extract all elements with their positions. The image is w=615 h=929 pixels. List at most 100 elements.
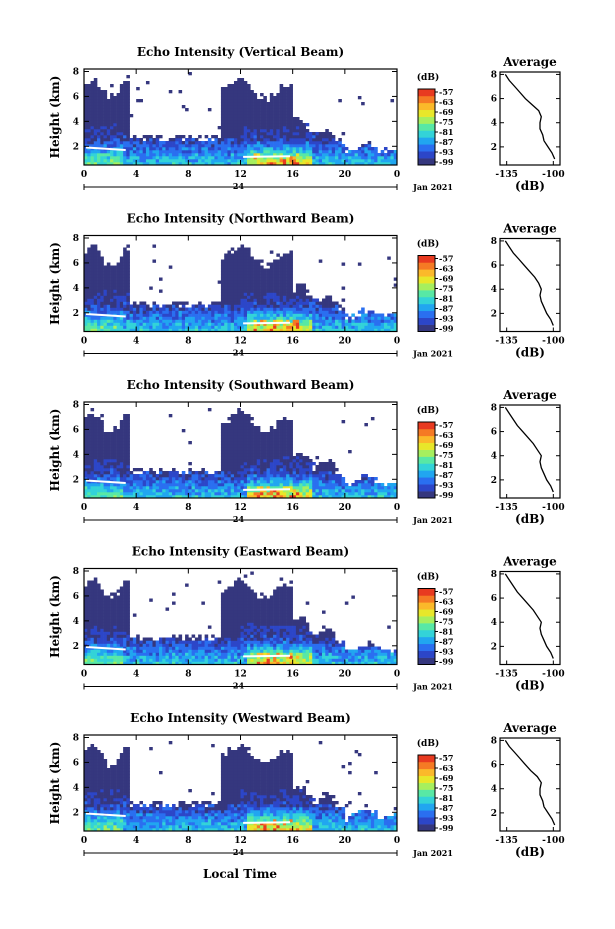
heatmap-cell (247, 429, 251, 433)
heatmap-cell (119, 652, 124, 656)
heatmap-cell (145, 150, 150, 154)
heatmap-cell (106, 108, 111, 112)
profile-frame (499, 71, 561, 166)
heatmap-cell (100, 429, 104, 433)
heatmap-cell (247, 99, 251, 103)
heatmap-cell (237, 78, 241, 82)
heatmap-cell (322, 328, 326, 332)
heatmap-cell (123, 304, 127, 308)
heatmap-cell (97, 450, 101, 454)
heatmap-cell (233, 84, 238, 88)
heatmap-cell (113, 328, 117, 332)
heatmap-cell (331, 471, 336, 475)
heatmap-cell (269, 102, 274, 106)
x-tick-label: 0 (81, 170, 87, 180)
heatmap-cell (282, 301, 287, 305)
heatmap-cell (106, 265, 111, 269)
heatmap-cell (204, 495, 209, 499)
heatmap-cell (295, 489, 300, 493)
heatmap-cell (90, 253, 95, 257)
heatmap-cell (312, 313, 316, 317)
heatmap-cell (331, 480, 336, 484)
heatmap-cell (233, 90, 238, 94)
heatmap-cell (233, 438, 238, 442)
heatmap-cell (84, 417, 88, 421)
heatmap-cell (155, 141, 160, 145)
heatmap-cell (380, 313, 385, 317)
heatmap-cell (279, 304, 284, 308)
heatmap-cell (175, 162, 179, 166)
heatmap-cell (286, 480, 290, 484)
heatmap-cell (87, 108, 91, 112)
heatmap-cell (289, 144, 293, 148)
heatmap-cell (123, 280, 127, 284)
heatmap-cell (149, 147, 153, 151)
heatmap-cell (263, 129, 267, 133)
heatmap-cell (260, 438, 264, 442)
heatmap-cell (116, 631, 121, 635)
heatmap-cell (220, 441, 225, 445)
heatmap-cell (84, 87, 88, 91)
heatmap-cell (256, 114, 261, 118)
heatmap-cell (390, 313, 395, 317)
heatmap-cell (380, 489, 385, 493)
heatmap-cell (276, 265, 280, 269)
heatmap-cell (279, 474, 284, 478)
heatmap-cell (100, 468, 104, 472)
heatmap-cell (279, 298, 284, 302)
heatmap-cell (387, 486, 391, 490)
heatmap-cell (341, 319, 346, 323)
heatmap-cell (233, 471, 238, 475)
heatmap-cell (282, 99, 287, 103)
heatmap-cell (113, 622, 117, 626)
heatmap-cell (237, 111, 241, 115)
heatmap-cell (87, 489, 91, 493)
heatmap-cell (286, 144, 290, 148)
heatmap-cell (260, 123, 264, 127)
heatmap-cell (282, 105, 287, 109)
heatmap-cell (256, 108, 261, 112)
heatmap-cell (110, 450, 114, 454)
heatmap-cell (250, 132, 254, 136)
heatmap-cell (142, 141, 147, 145)
heatmap-cell (87, 141, 91, 145)
heatmap-cell (93, 144, 98, 148)
profile-x-tick-label: -100 (542, 337, 565, 347)
heatmap-cell (113, 301, 117, 305)
heatmap-cell (276, 486, 280, 490)
heatmap-cell (325, 162, 329, 166)
heatmap-cell (87, 423, 91, 427)
heatmap-cell (247, 123, 251, 127)
heatmap-cell (142, 153, 147, 157)
heatmap-cell (93, 622, 98, 626)
heatmap-cell (227, 283, 232, 287)
heatmap-cell (269, 435, 274, 439)
heatmap-cell (299, 468, 303, 472)
heatmap-cell (139, 307, 143, 311)
heatmap-cell (158, 486, 163, 490)
heatmap-cell (243, 159, 248, 163)
heatmap-cell (269, 111, 274, 115)
heatmap-cell (123, 429, 127, 433)
heatmap-cell (217, 316, 222, 320)
heatmap-cell (315, 322, 320, 326)
heatmap-cell (155, 307, 160, 311)
heatmap-cell (158, 319, 163, 323)
heatmap-cell (263, 465, 267, 469)
heatmap-cell (230, 417, 235, 421)
heatmap-cell (279, 108, 284, 112)
y-axis-label: Height (km) (48, 76, 62, 159)
heatmap-cell (90, 610, 95, 614)
heatmap-cell (279, 141, 284, 145)
heatmap-cell (269, 468, 274, 472)
heatmap-cell (93, 256, 98, 260)
heatmap-cell (266, 147, 271, 151)
heatmap-cell (276, 141, 280, 145)
heatmap-cell (87, 265, 91, 269)
heatmap-cell (299, 120, 303, 124)
heatmap-cell (364, 319, 368, 323)
heatmap-cell (282, 325, 287, 329)
heatmap-cell (119, 99, 124, 103)
heatmap-cell (292, 292, 297, 296)
heatmap-cell (87, 613, 91, 617)
